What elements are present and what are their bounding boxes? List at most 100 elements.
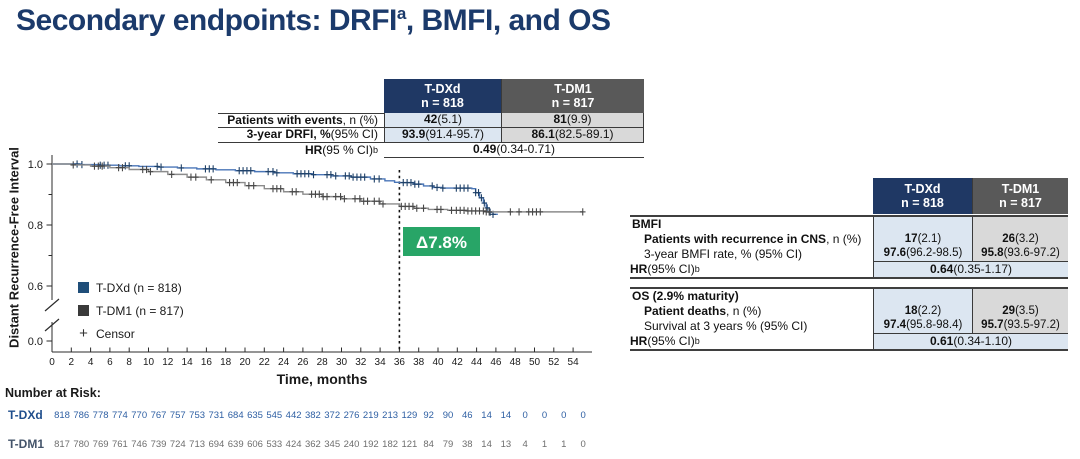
risk-value: 182 (382, 439, 399, 450)
risk-value: 79 (442, 439, 454, 450)
os-row-value-tdxd: 18 (2.2) (873, 304, 972, 319)
risk-value: 818 (54, 410, 70, 421)
svg-text:32: 32 (355, 357, 367, 368)
svg-text:16: 16 (201, 357, 213, 368)
svg-text:20: 20 (239, 357, 251, 368)
risk-value: 817 (54, 439, 70, 450)
svg-text:12: 12 (162, 357, 174, 368)
risk-value: 0 (580, 410, 586, 421)
svg-text:52: 52 (548, 357, 560, 368)
chart-legend: T-DXd (n = 818) T-DM1 (n = 817) + Censor (78, 276, 184, 345)
risk-value: 746 (131, 439, 148, 450)
y-axis-label: Distant Recurrence-Free Interval (6, 147, 22, 348)
legend-label: Censor (96, 326, 135, 341)
risk-value: 382 (304, 410, 321, 421)
risk-value: 192 (362, 439, 379, 450)
os-section-cell (873, 289, 972, 304)
col-name: T-DM1 (1001, 181, 1040, 196)
risk-value: 694 (208, 439, 225, 450)
col-n: n = 817 (999, 196, 1042, 210)
bmfi-section-title: BMFI (630, 217, 873, 232)
kaplan-meier-chart: 1.00.80.60.00 2 4 6 8 10 12 14 16 18 20 22 24 26 28 30 3… (28, 155, 592, 368)
risk-value: 0 (561, 410, 567, 421)
svg-text:50: 50 (529, 357, 541, 368)
bmfi-row-value-tdm1: 95.8 (93.6-97.2) (972, 247, 1068, 262)
legend-label: T-DM1 (n = 817) (96, 303, 184, 318)
svg-text:22: 22 (259, 357, 271, 368)
risk-value: 90 (442, 410, 454, 421)
svg-text:0.8: 0.8 (28, 220, 43, 232)
risk-value: 778 (92, 410, 109, 421)
os-row-label: Patient deaths, n (%) (630, 304, 873, 319)
svg-text:Δ7.8%: Δ7.8% (416, 233, 467, 252)
risk-value: 14 (500, 410, 512, 421)
legend-item-tdm1: T-DM1 (n = 817) (78, 299, 184, 322)
risk-value: 362 (304, 439, 321, 450)
legend-item-censor: + Censor (78, 322, 184, 345)
svg-text:4: 4 (88, 357, 94, 368)
risk-value: 786 (73, 410, 90, 421)
os-row-label: Survival at 3 years % (95% CI) (630, 319, 873, 334)
svg-text:48: 48 (510, 357, 522, 368)
bmfi-row-label: Patients with recurrence in CNS, n (%) (630, 232, 873, 247)
legend-item-tdxd: T-DXd (n = 818) (78, 276, 184, 299)
svg-text:6: 6 (107, 357, 113, 368)
col-name: T-DXd (424, 81, 461, 96)
svg-text:26: 26 (297, 357, 309, 368)
svg-text:44: 44 (471, 357, 483, 368)
os-table: OS (2.9% maturity) Patient deaths, n (%)… (630, 287, 1068, 351)
page-title: Secondary endpoints: DRFIa, BMFI, and OS (16, 4, 611, 38)
os-section-cell (972, 289, 1068, 304)
drfi-hr-label: HR (95 % CI) b (218, 143, 384, 158)
risk-value: 372 (324, 410, 341, 421)
risk-value: 213 (382, 410, 399, 421)
os-row-value-tdxd: 97.4 (95.8-98.4) (873, 319, 972, 334)
risk-value: 129 (401, 410, 418, 421)
svg-text:18: 18 (220, 357, 232, 368)
bmfi-table: BMFI Patients with recurrence in CNS, n … (630, 215, 1068, 279)
svg-text:36: 36 (394, 357, 406, 368)
col-n: n = 817 (551, 96, 595, 110)
risk-value: 219 (362, 410, 379, 421)
title-text-post: , BMFI, and OS (405, 4, 611, 37)
os-row-value-tdm1: 29 (3.5) (972, 304, 1068, 319)
risk-value: 770 (131, 410, 148, 421)
svg-text:54: 54 (568, 357, 580, 368)
right-header-tdxd: T-DXd n = 818 (873, 178, 972, 214)
col-name: T-DXd (904, 181, 941, 196)
delta-annotation: Δ7.8% (403, 227, 480, 256)
risk-value: 767 (150, 410, 167, 421)
right-header-tdm1: T-DM1 n = 817 (972, 178, 1068, 214)
drfi-hr-value: 0.49 (0.34-0.71) (384, 142, 644, 158)
svg-text:0.0: 0.0 (28, 336, 43, 348)
bmfi-row-value-tdxd: 97.6 (96.2-98.5) (873, 247, 972, 262)
risk-value: 121 (401, 439, 418, 450)
risk-value: 774 (111, 410, 128, 421)
risk-value: 739 (150, 439, 167, 450)
svg-text:40: 40 (432, 357, 444, 368)
drfi-row-value-tdm1: 81 (9.9) (501, 112, 644, 128)
tdm1-swatch-icon (78, 305, 89, 316)
svg-text:38: 38 (413, 357, 425, 368)
right-tables-header: T-DXd n = 818 T-DM1 n = 817 (630, 178, 1068, 214)
risk-value: 1 (561, 439, 567, 450)
risk-value: 4 (522, 439, 528, 450)
risk-value: 635 (247, 410, 263, 421)
risk-value: 545 (266, 410, 283, 421)
bmfi-hr-value: 0.64 (0.35-1.17) (873, 262, 1068, 277)
drfi-header-tdxd: T-DXd n = 818 (384, 79, 501, 113)
col-name: T-DM1 (554, 81, 592, 96)
drfi-row-value-tdxd: 42 (5.1) (384, 112, 501, 128)
svg-text:10: 10 (143, 357, 155, 368)
tdxd-swatch-icon (78, 282, 89, 293)
risk-value: 757 (169, 410, 186, 421)
risk-value: 240 (343, 439, 360, 450)
right-header-spacer (630, 178, 873, 214)
svg-text:34: 34 (375, 357, 387, 368)
risk-value: 780 (73, 439, 90, 450)
number-at-risk-heading: Number at Risk: (5, 386, 101, 400)
drfi-row-label: Patients with events, n (%) (218, 113, 384, 128)
title-superscript-a: a (396, 4, 406, 23)
risk-value: 731 (208, 410, 225, 421)
svg-text:28: 28 (317, 357, 329, 368)
